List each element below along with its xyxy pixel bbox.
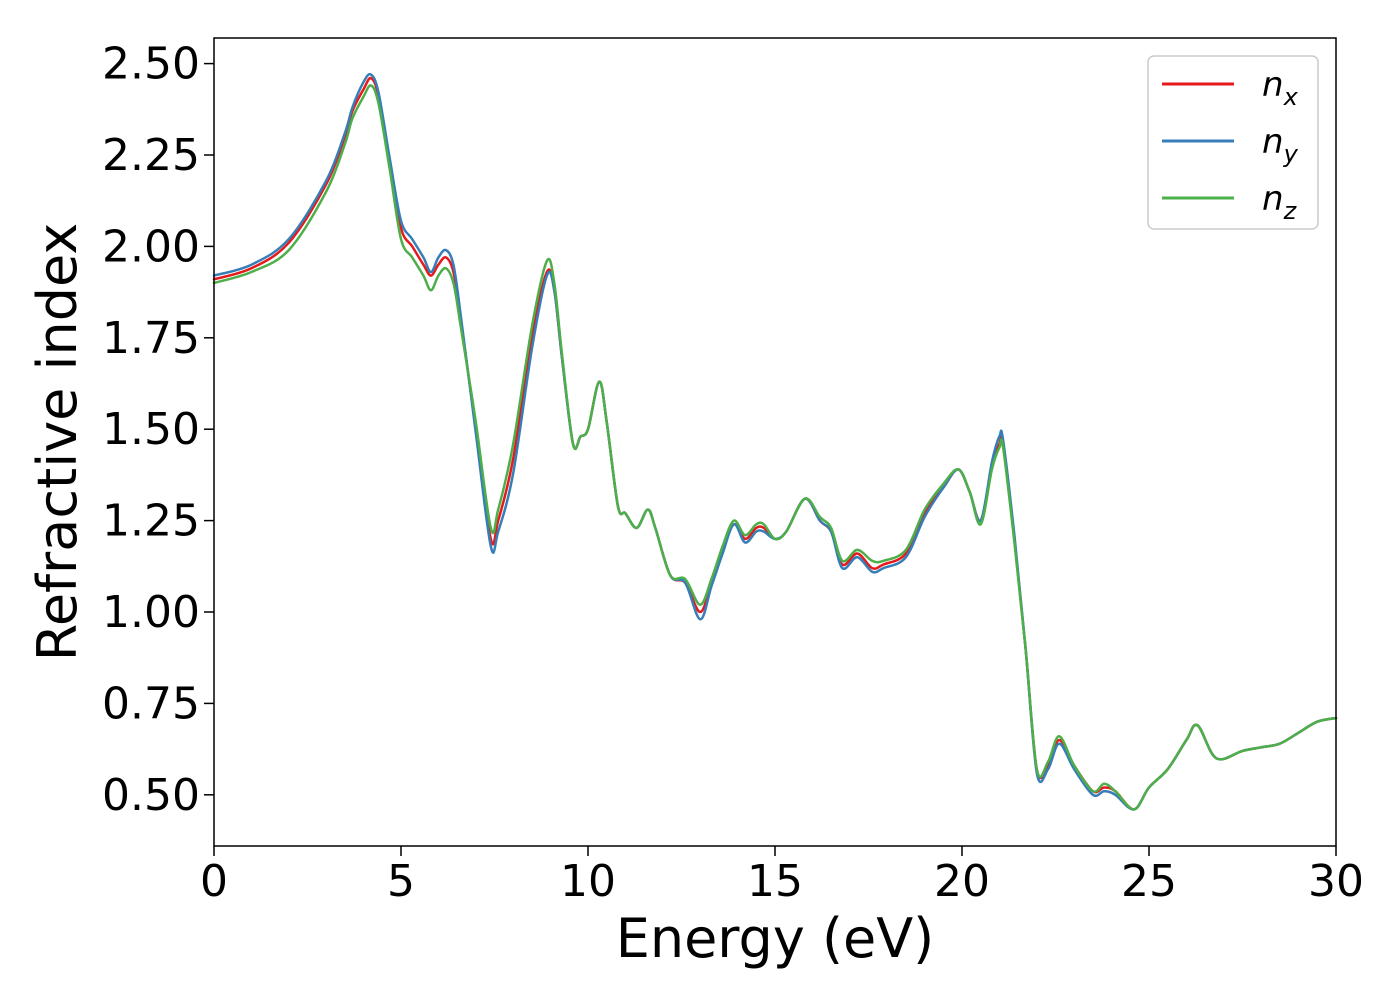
y-tick-label: 0.50 <box>102 770 200 821</box>
y-axis-title: Refractive index <box>26 223 89 662</box>
y-tick-label: 1.00 <box>102 587 200 638</box>
y-tick-label: 0.75 <box>102 678 200 729</box>
x-tick-label: 20 <box>934 856 990 907</box>
y-tick-label: 1.75 <box>102 313 200 364</box>
x-tick-label: 25 <box>1121 856 1177 907</box>
legend-label-base: n <box>1262 122 1284 162</box>
legend-label-subscript: x <box>1283 83 1299 111</box>
x-tick-label: 30 <box>1308 856 1364 907</box>
x-axis-title: Energy (eV) <box>616 907 935 970</box>
legend-label-n-z: nz <box>1262 179 1298 225</box>
legend-label-subscript: z <box>1283 197 1298 225</box>
legend-label-base: n <box>1262 65 1284 105</box>
legend-label-n-x: nx <box>1262 65 1299 111</box>
x-tick-label: 0 <box>200 856 228 907</box>
legend-label-subscript: y <box>1283 140 1299 168</box>
series-layer <box>212 72 1338 811</box>
series-line-n-y <box>212 72 1338 811</box>
legend-label-n-y: ny <box>1262 122 1299 168</box>
y-tick-label: 2.00 <box>102 221 200 272</box>
y-tick-label: 1.50 <box>102 404 200 455</box>
y-axis: 0.50 0.75 1.00 1.25 1.50 1.75 2.00 2.25 2.50 <box>102 39 214 821</box>
series-line-n-z <box>212 84 1338 811</box>
y-tick-label: 2.25 <box>102 130 200 181</box>
y-tick-label: 1.25 <box>102 496 200 547</box>
x-tick-label: 15 <box>747 856 803 907</box>
x-axis: 0 5 10 15 20 25 30 <box>200 846 1364 907</box>
x-tick-label: 10 <box>560 856 616 907</box>
legend-label-base: n <box>1262 179 1284 219</box>
x-tick-label: 5 <box>387 856 415 907</box>
y-tick-label: 2.50 <box>102 39 200 90</box>
